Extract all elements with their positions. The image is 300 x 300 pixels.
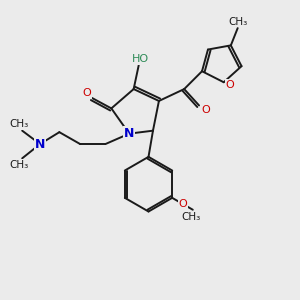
Text: CH₃: CH₃ (10, 119, 29, 129)
Text: N: N (35, 138, 45, 151)
Text: CH₃: CH₃ (182, 212, 201, 222)
Text: O: O (201, 105, 210, 115)
Text: O: O (82, 88, 91, 98)
Text: O: O (178, 199, 188, 209)
Text: N: N (124, 127, 134, 140)
Text: O: O (226, 80, 235, 90)
Text: CH₃: CH₃ (229, 16, 248, 27)
Text: HO: HO (132, 54, 149, 64)
Text: CH₃: CH₃ (10, 160, 29, 170)
